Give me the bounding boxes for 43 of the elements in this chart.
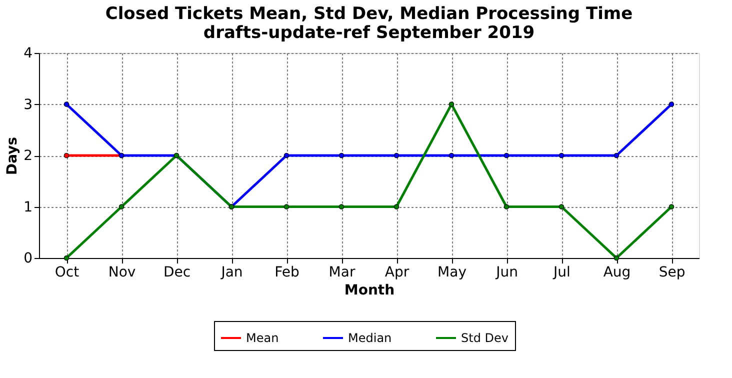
point: [64, 102, 70, 107]
x-tick-label: Dec: [163, 264, 191, 280]
x-tick-label: Oct: [54, 264, 80, 280]
x-tick-label: Apr: [384, 264, 410, 280]
point: [504, 152, 510, 158]
legend-label: Median: [348, 331, 392, 345]
x-tick-label: Nov: [108, 264, 136, 280]
x-tick-label: Jan: [220, 264, 243, 280]
y-tick-label: 1: [24, 199, 32, 216]
point: [448, 102, 454, 107]
x-tick-label: Sep: [658, 264, 686, 280]
point: [448, 152, 454, 158]
point: [284, 152, 290, 158]
point: [284, 204, 290, 210]
x-tick-label: Feb: [274, 264, 300, 280]
x-tick-label: May: [438, 264, 466, 280]
point: [558, 204, 564, 210]
x-axis-title: Month: [344, 282, 395, 298]
y-axis-title: Days: [4, 136, 21, 176]
legend-label: Std Dev: [461, 331, 508, 345]
point: [394, 204, 400, 210]
point: [64, 255, 70, 261]
x-tick-label: Jun: [495, 264, 518, 280]
point: [504, 204, 510, 210]
x-tick-label: Aug: [603, 264, 631, 280]
point: [614, 255, 620, 261]
point: [558, 152, 564, 158]
point: [668, 102, 674, 107]
chart-title: Closed Tickets Mean, Std Dev, Median Processing Time drafts-update-ref September 2019: [105, 4, 633, 43]
point: [64, 152, 70, 158]
legend-label: Mean: [246, 331, 279, 345]
y-tick-label: 0: [24, 250, 32, 266]
point: [338, 152, 344, 158]
y-tick-label: 3: [24, 96, 32, 113]
point: [614, 152, 620, 158]
x-tick-label: Jul: [552, 264, 570, 280]
y-tick-label: 2: [24, 148, 32, 164]
y-tick-label: 4: [24, 46, 33, 62]
point: [668, 204, 674, 210]
point: [338, 204, 344, 210]
x-tick-label: Mar: [328, 264, 356, 280]
point: [118, 204, 124, 210]
point: [394, 152, 400, 158]
